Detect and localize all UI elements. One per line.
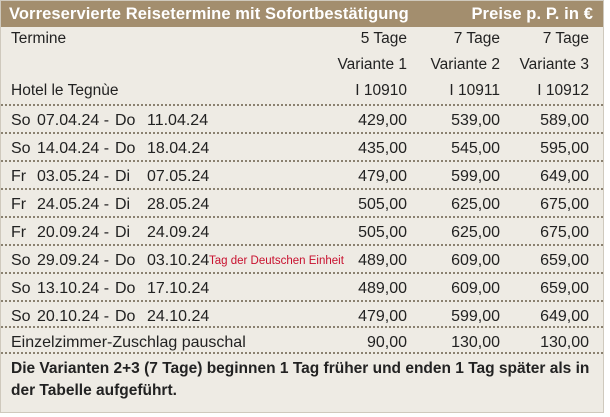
table-row: So 07.04.24 - Do 11.04.24 429,00 539,00 … [1,104,603,134]
weekday-to: Di [115,224,131,241]
date-to: 07.05.24 [147,168,210,185]
variant-2-code: I 10911 [449,82,500,99]
surcharge-variant-1: 90,00 [366,334,407,351]
date-from: 24.05.24 - [37,196,110,213]
price-variant-2: 539,00 [451,112,500,129]
table-header-bar: Vorreservierte Reisetermine mit Sofortbe… [1,1,603,27]
price-variant-1: 479,00 [358,168,407,185]
price-variant-2: 625,00 [451,196,500,213]
price-variant-1: 489,00 [358,252,407,269]
weekday-from: Fr [11,196,27,213]
variant-1-code: I 10910 [355,82,407,99]
price-variant-2: 625,00 [451,224,500,241]
price-variant-3: 589,00 [540,112,589,129]
footer-note: Die Varianten 2+3 (7 Tage) beginnen 1 Ta… [11,360,590,399]
weekday-from: So [11,308,31,325]
variant-1-duration: 5 Tage [360,30,407,47]
weekday-from: So [11,252,31,269]
weekday-from: So [11,140,31,157]
date-from: 29.09.24 - [37,252,110,269]
price-variant-1: 429,00 [358,112,407,129]
table-row: So 20.10.24 - Do 24.10.24 479,00 599,00 … [1,300,603,330]
column-header-row-1: Termine 5 Tage 7 Tage 7 Tage [1,30,603,50]
price-variant-2: 609,00 [451,280,500,297]
weekday-to: Di [115,168,131,185]
table-row: So 14.04.24 - Do 18.04.24 435,00 545,00 … [1,132,603,162]
date-to: 18.04.24 [147,140,210,157]
table-row: So 29.09.24 - Do 03.10.24 Tag der Deutsc… [1,244,603,274]
holiday-note: Tag der Deutschen Einheit [209,255,344,267]
date-from: 03.05.24 - [37,168,110,185]
variant-2-duration: 7 Tage [453,30,500,47]
weekday-to: Do [115,252,136,269]
date-to: 24.10.24 [147,308,210,325]
variant-3-code: I 10912 [537,82,589,99]
price-variant-3: 649,00 [540,308,589,325]
surcharge-variant-2: 130,00 [451,334,500,351]
prices-note: Preise p. P. in € [471,5,593,23]
footer-note-box: Die Varianten 2+3 (7 Tage) beginnen 1 Ta… [1,352,603,412]
weekday-from: So [11,280,31,297]
variant-3-name: Variante 3 [519,56,589,73]
weekday-from: Fr [11,224,27,241]
variant-1-name: Variante 1 [337,56,407,73]
date-from: 14.04.24 - [37,140,110,157]
table-row: Fr 24.05.24 - Di 28.05.24 505,00 625,00 … [1,188,603,218]
price-variant-3: 659,00 [540,252,589,269]
table-row: Fr 20.09.24 - Di 24.09.24 505,00 625,00 … [1,216,603,246]
surcharge-row: Einzelzimmer-Zuschlag pauschal 90,00 130… [1,326,603,354]
date-from: 20.10.24 - [37,308,110,325]
price-variant-2: 599,00 [451,308,500,325]
hotel-label: Hotel le Tegnùe [11,82,119,99]
price-variant-3: 595,00 [540,140,589,157]
date-to: 28.05.24 [147,196,210,213]
price-variant-3: 649,00 [540,168,589,185]
variant-2-name: Variante 2 [430,56,500,73]
date-to: 24.09.24 [147,224,210,241]
date-from: 13.10.24 - [37,280,110,297]
price-variant-1: 489,00 [358,280,407,297]
date-to: 11.04.24 [147,112,209,129]
table-row: Fr 03.05.24 - Di 07.05.24 479,00 599,00 … [1,160,603,190]
date-to: 17.10.24 [147,280,210,297]
price-variant-1: 435,00 [358,140,407,157]
weekday-to: Do [115,308,136,325]
price-variant-2: 599,00 [451,168,500,185]
weekday-to: Do [115,112,136,129]
surcharge-label: Einzelzimmer-Zuschlag pauschal [11,334,246,351]
price-variant-1: 505,00 [358,224,407,241]
price-variant-1: 505,00 [358,196,407,213]
date-to: 03.10.24 [147,252,210,269]
price-variant-2: 545,00 [451,140,500,157]
price-variant-3: 675,00 [540,196,589,213]
date-from: 20.09.24 - [37,224,110,241]
surcharge-variant-3: 130,00 [540,334,589,351]
table-row: So 13.10.24 - Do 17.10.24 489,00 609,00 … [1,272,603,302]
weekday-to: Di [115,196,131,213]
weekday-to: Do [115,140,136,157]
date-from: 07.04.24 - [37,112,110,129]
variant-3-duration: 7 Tage [542,30,589,47]
column-header-row-2: Variante 1 Variante 2 Variante 3 [1,56,603,76]
termine-label: Termine [11,30,67,47]
weekday-from: So [11,112,31,129]
price-variant-2: 609,00 [451,252,500,269]
weekday-from: Fr [11,168,27,185]
weekday-to: Do [115,280,136,297]
table-title: Vorreservierte Reisetermine mit Sofortbe… [9,5,409,23]
price-variant-3: 659,00 [540,280,589,297]
column-header-row-3: Hotel le Tegnùe I 10910 I 10911 I 10912 [1,82,603,102]
price-variant-3: 675,00 [540,224,589,241]
price-variant-1: 479,00 [358,308,407,325]
